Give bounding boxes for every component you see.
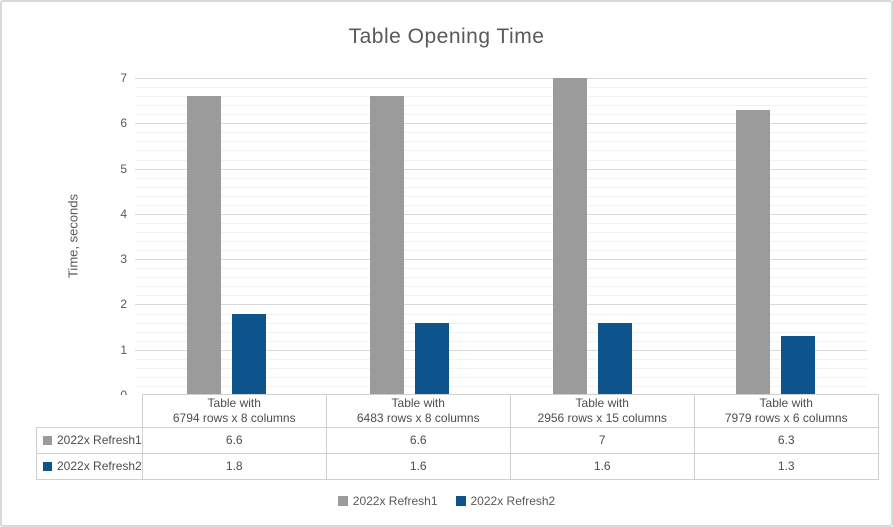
- series-row-label: 2022x Refresh1: [36, 427, 143, 454]
- gridline-major: [135, 349, 867, 351]
- gridline-minor: [135, 376, 867, 378]
- bar-2022x-refresh2: [232, 313, 266, 395]
- bar-2022x-refresh2: [781, 336, 815, 395]
- gridline-minor: [135, 159, 867, 161]
- y-tick-label: 5: [120, 161, 127, 176]
- category-header-cell: Table with 7979 rows x 6 columns: [693, 394, 879, 428]
- category-header-cell: Table with 2956 rows x 15 columns: [509, 394, 695, 428]
- gridline-minor: [135, 204, 867, 206]
- gridline-minor: [135, 141, 867, 143]
- category-header-cell: Table with 6794 rows x 8 columns: [141, 394, 327, 428]
- gridline-minor: [135, 277, 867, 279]
- table-value-cell: 1.3: [693, 453, 879, 480]
- y-axis-tick-labels: 01234567: [87, 71, 127, 402]
- gridline-minor: [135, 322, 867, 324]
- bar-2022x-refresh2: [415, 322, 449, 395]
- bar-2022x-refresh1: [736, 109, 770, 395]
- legend-label: 2022x Refresh1: [352, 494, 438, 508]
- gridline-minor: [135, 195, 867, 197]
- table-value-cell: 1.6: [325, 453, 511, 480]
- table-value-cell: 1.8: [141, 453, 327, 480]
- gridline-minor: [135, 222, 867, 224]
- table-corner-cell: [36, 394, 143, 428]
- legend: 2022x Refresh1 2022x Refresh2: [2, 494, 891, 508]
- gridline-minor: [135, 186, 867, 188]
- table-value-cell: 7: [509, 427, 695, 454]
- y-tick-label: 6: [120, 116, 127, 131]
- chart-title: Table Opening Time: [348, 25, 545, 48]
- y-axis-title: Time, seconds: [65, 193, 81, 279]
- series-swatch-icon: [43, 462, 52, 471]
- table-value-cell: 6.3: [693, 427, 879, 454]
- legend-label: 2022x Refresh2: [470, 494, 556, 508]
- category-header-cell: Table with 6483 rows x 8 columns: [325, 394, 511, 428]
- gridline-minor: [135, 313, 867, 315]
- table-value-cell: 6.6: [325, 427, 511, 454]
- y-tick-label: 1: [120, 342, 127, 357]
- gridline-major: [135, 123, 867, 125]
- y-tick-label: 3: [120, 252, 127, 267]
- gridline-minor: [135, 105, 867, 107]
- gridline-minor: [135, 286, 867, 288]
- data-table: Table with 6794 rows x 8 columns Table wit…: [36, 394, 879, 480]
- series-swatch-icon: [43, 436, 52, 445]
- legend-item: 2022x Refresh1: [337, 494, 438, 508]
- gridline-minor: [135, 96, 867, 98]
- legend-swatch-icon: [455, 496, 466, 506]
- plot-area: [135, 78, 867, 395]
- gridline-minor: [135, 331, 867, 333]
- gridline-minor: [135, 250, 867, 252]
- gridline-minor: [135, 114, 867, 116]
- legend-item: 2022x Refresh2: [455, 494, 556, 508]
- series-name: 2022x Refresh2: [57, 459, 142, 473]
- bar-2022x-refresh1: [370, 96, 404, 395]
- y-tick-label: 7: [120, 71, 127, 85]
- series-name: 2022x Refresh1: [57, 433, 142, 447]
- gridline-major: [135, 213, 867, 215]
- gridline-minor: [135, 177, 867, 179]
- bar-2022x-refresh1: [553, 78, 587, 395]
- table-value-cell: 1.6: [509, 453, 695, 480]
- gridline-major: [135, 78, 867, 79]
- table-value-cell: 6.6: [141, 427, 327, 454]
- gridline-minor: [135, 358, 867, 360]
- gridline-minor: [135, 231, 867, 233]
- gridline-minor: [135, 268, 867, 270]
- gridline-minor: [135, 340, 867, 342]
- legend-swatch-icon: [337, 496, 348, 506]
- y-tick-label: 2: [120, 297, 127, 312]
- gridline-minor: [135, 87, 867, 89]
- bar-2022x-refresh2: [598, 322, 632, 395]
- gridline-major: [135, 168, 867, 170]
- gridline-minor: [135, 295, 867, 297]
- bar-2022x-refresh1: [187, 96, 221, 395]
- y-tick-label: 4: [120, 206, 127, 221]
- gridline-minor: [135, 367, 867, 369]
- gridline-minor: [135, 132, 867, 134]
- gridline-minor: [135, 241, 867, 243]
- gridline-major: [135, 259, 867, 261]
- gridline-minor: [135, 385, 867, 387]
- gridline-major: [135, 304, 867, 306]
- gridline-minor: [135, 150, 867, 152]
- series-row-label: 2022x Refresh2: [36, 453, 143, 480]
